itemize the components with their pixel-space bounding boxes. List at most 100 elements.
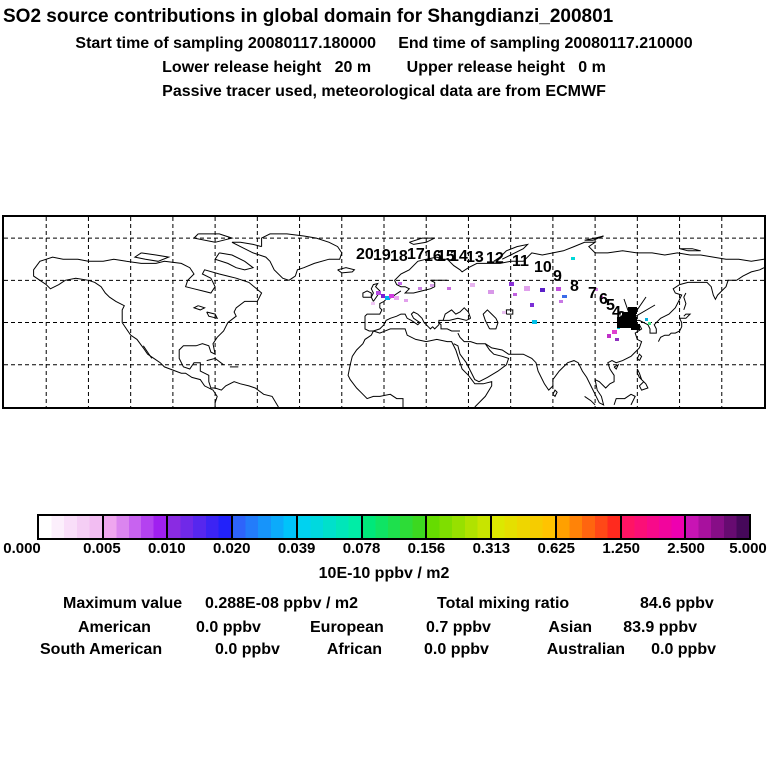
coastline [584, 395, 596, 406]
concentration-cell [389, 294, 394, 298]
colorbar-segment [425, 516, 491, 538]
receptor-site-marker [631, 324, 640, 330]
coastline [231, 233, 343, 281]
stat-label-australian: Australian [546, 641, 625, 658]
concentration-cell [404, 299, 408, 302]
stat-label-south-american: South American [40, 641, 163, 658]
tracer-info-line: Passive tracer used, meteorological data… [162, 83, 606, 100]
concentration-cell [595, 288, 598, 291]
coastline [442, 307, 472, 321]
coastline [613, 363, 620, 370]
coastline [493, 243, 530, 262]
concentration-cell [532, 320, 537, 324]
coastline [409, 237, 435, 245]
concentration-cell [571, 257, 575, 260]
colorbar-segment [166, 516, 232, 538]
colorbar-tick: 2.500 [667, 540, 705, 557]
concentration-cell [447, 287, 451, 290]
concentration-cell [381, 294, 385, 298]
concentration-cell [385, 296, 390, 300]
concentration-cell [418, 287, 422, 290]
concentration-cell [530, 303, 534, 307]
coastline [482, 309, 499, 330]
concentration-cell [562, 295, 567, 298]
colorbar-segment [231, 516, 296, 538]
coastline [584, 235, 604, 241]
colorbar-segment [619, 516, 685, 538]
colorbar-segment [39, 516, 102, 538]
colorbar-segment [360, 516, 426, 538]
stat-value-american: 0.0 ppbv [196, 619, 261, 636]
concentration-cell [556, 287, 561, 291]
coastline [485, 267, 765, 406]
coastline [206, 311, 219, 320]
receptor-site-marker [617, 317, 637, 328]
release-heights-line: Lower release height 20 m Upper release … [162, 59, 606, 76]
concentration-cell [559, 300, 563, 303]
sampling-times-line: Start time of sampling 20080117.180000 E… [75, 35, 693, 52]
concentration-cell [488, 290, 494, 294]
page-title: SO2 source contributions in global domai… [3, 6, 614, 27]
concentration-cell [540, 288, 545, 292]
stat-label-african: African [326, 641, 382, 658]
trajectory-day-label: 17 [407, 246, 425, 263]
coastline [505, 309, 514, 315]
concentration-cell [509, 282, 514, 286]
trajectory-day-label: 16 [424, 248, 442, 265]
colorbar-tick: 5.000 [729, 540, 767, 557]
concentration-cell [398, 282, 402, 285]
colorbar-tick: 0.005 [83, 540, 121, 557]
colorbar-tick: 0.078 [342, 540, 381, 557]
colorbar-tick: 0.039 [277, 540, 316, 557]
trajectory-day-label: 8 [570, 278, 579, 295]
concentration-cell [394, 296, 399, 300]
stat-value-south-american: 0.0 ppbv [215, 641, 280, 658]
trajectory-day-label: 10 [534, 259, 552, 276]
colorbar-segment [295, 516, 361, 538]
colorbar-tick: 0.010 [148, 540, 186, 557]
coastline [552, 389, 558, 398]
trajectory-day-label: 6 [599, 291, 608, 308]
colorbar-segment [101, 516, 167, 538]
trajectory-day-label: 11 [512, 253, 529, 270]
concentration-cell [502, 311, 506, 314]
coastline [613, 393, 636, 406]
coastline [206, 357, 224, 366]
coastline [142, 345, 153, 359]
stat-label-american: American [78, 619, 151, 636]
colorbar-tick: 0.313 [472, 540, 511, 557]
trajectory-day-label: 2 [624, 313, 633, 330]
colorbar-units-label: 10E-10 ppbv / m2 [318, 565, 450, 582]
coastline [364, 290, 471, 332]
max-value-label: Maximum value [63, 595, 183, 612]
coastline [657, 313, 692, 342]
max-value: 0.288E-08 ppbv / m2 [205, 595, 358, 612]
stat-value-african: 0.0 ppbv [424, 641, 489, 658]
coastline [362, 290, 372, 298]
concentration-cell [376, 291, 381, 295]
concentration-cell [524, 286, 530, 291]
trajectory-day-label: 9 [553, 268, 562, 285]
coastline [683, 292, 687, 311]
stat-value-european: 0.7 ppbv [426, 619, 491, 636]
coastline [636, 353, 643, 361]
colorbar-tick: 0.020 [212, 540, 251, 557]
trajectory-day-label: 20 [356, 246, 374, 263]
trajectory-day-label: 5 [606, 297, 615, 314]
total-mixing-ratio-label: Total mixing ratio [437, 595, 570, 612]
concentration-cell [648, 322, 651, 325]
colorbar-tick: 0.625 [537, 540, 576, 557]
coastline [438, 322, 460, 332]
colorbar-tick: 1.250 [602, 540, 640, 557]
coastline [679, 248, 701, 252]
trajectory-day-label: 19 [373, 247, 391, 264]
trajectory-day-label: 18 [390, 248, 408, 265]
stat-label-asian: Asian [548, 619, 592, 636]
trajectory-day-label: 7 [588, 285, 597, 302]
concentration-cell [612, 330, 617, 334]
trajectory-day-label: 13 [466, 249, 484, 266]
trajectory-day-label: 12 [486, 250, 504, 267]
coastline [214, 252, 255, 271]
world-map: 20 19 18 17 16 15 14 13 12 11 10 9 8 7 6 5 4 3 2 [2, 215, 766, 409]
